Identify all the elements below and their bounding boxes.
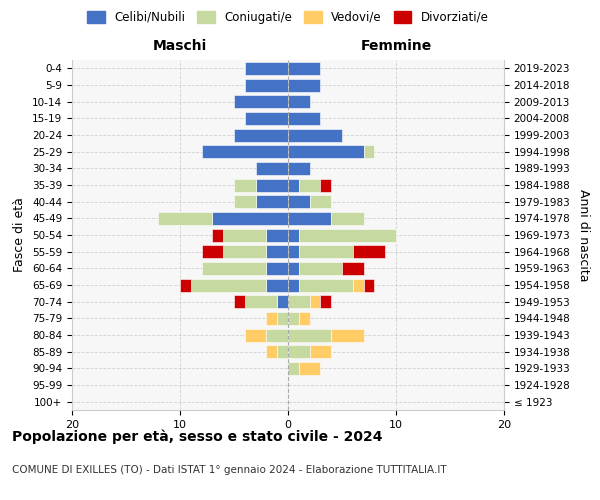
Text: Popolazione per età, sesso e stato civile - 2024: Popolazione per età, sesso e stato civil… — [12, 430, 383, 444]
Bar — [364, 278, 374, 291]
Bar — [277, 295, 288, 308]
Bar — [256, 162, 288, 175]
Bar — [320, 178, 331, 192]
Bar — [234, 128, 288, 141]
Bar — [299, 178, 320, 192]
Bar — [288, 112, 320, 125]
Bar — [310, 295, 320, 308]
Legend: Celibi/Nubili, Coniugati/e, Vedovi/e, Divorziati/e: Celibi/Nubili, Coniugati/e, Vedovi/e, Di… — [83, 6, 493, 28]
Bar — [256, 195, 288, 208]
Bar — [299, 245, 353, 258]
Bar — [288, 195, 310, 208]
Bar — [266, 345, 277, 358]
Bar — [223, 228, 266, 241]
Bar — [288, 162, 310, 175]
Bar — [299, 262, 342, 275]
Bar — [212, 228, 223, 241]
Bar — [288, 145, 364, 158]
Bar — [266, 228, 288, 241]
Y-axis label: Anni di nascita: Anni di nascita — [577, 188, 590, 281]
Bar — [342, 262, 364, 275]
Bar — [288, 62, 320, 75]
Bar — [245, 328, 266, 342]
Bar — [310, 195, 331, 208]
Bar — [299, 228, 396, 241]
Bar — [288, 228, 299, 241]
Bar — [245, 62, 288, 75]
Bar — [288, 78, 320, 92]
Bar — [245, 112, 288, 125]
Bar — [234, 178, 256, 192]
Bar — [331, 212, 364, 225]
Bar — [202, 245, 223, 258]
Bar — [223, 245, 266, 258]
Bar — [288, 295, 310, 308]
Bar — [331, 328, 364, 342]
Bar — [288, 328, 331, 342]
Bar — [299, 278, 353, 291]
Bar — [288, 178, 299, 192]
Bar — [202, 262, 266, 275]
Text: Maschi: Maschi — [153, 40, 207, 54]
Bar — [288, 245, 299, 258]
Bar — [299, 312, 310, 325]
Bar — [266, 278, 288, 291]
Bar — [191, 278, 266, 291]
Bar — [364, 145, 374, 158]
Bar — [310, 345, 331, 358]
Bar — [288, 278, 299, 291]
Bar — [266, 312, 277, 325]
Bar — [234, 195, 256, 208]
Y-axis label: Fasce di età: Fasce di età — [13, 198, 26, 272]
Bar — [234, 295, 245, 308]
Bar — [277, 312, 288, 325]
Text: Femmine: Femmine — [361, 40, 431, 54]
Bar — [353, 278, 364, 291]
Bar — [288, 345, 310, 358]
Bar — [245, 78, 288, 92]
Bar — [256, 178, 288, 192]
Bar — [158, 212, 212, 225]
Bar — [288, 312, 299, 325]
Bar — [266, 245, 288, 258]
Bar — [288, 128, 342, 141]
Text: COMUNE DI EXILLES (TO) - Dati ISTAT 1° gennaio 2024 - Elaborazione TUTTITALIA.IT: COMUNE DI EXILLES (TO) - Dati ISTAT 1° g… — [12, 465, 446, 475]
Bar — [277, 345, 288, 358]
Bar — [234, 95, 288, 108]
Bar — [299, 362, 320, 375]
Bar — [353, 245, 385, 258]
Bar — [245, 295, 277, 308]
Bar — [288, 212, 331, 225]
Bar — [202, 145, 288, 158]
Bar — [320, 295, 331, 308]
Bar — [266, 328, 288, 342]
Bar — [180, 278, 191, 291]
Bar — [212, 212, 288, 225]
Bar — [288, 362, 299, 375]
Bar — [288, 95, 310, 108]
Bar — [288, 262, 299, 275]
Bar — [266, 262, 288, 275]
